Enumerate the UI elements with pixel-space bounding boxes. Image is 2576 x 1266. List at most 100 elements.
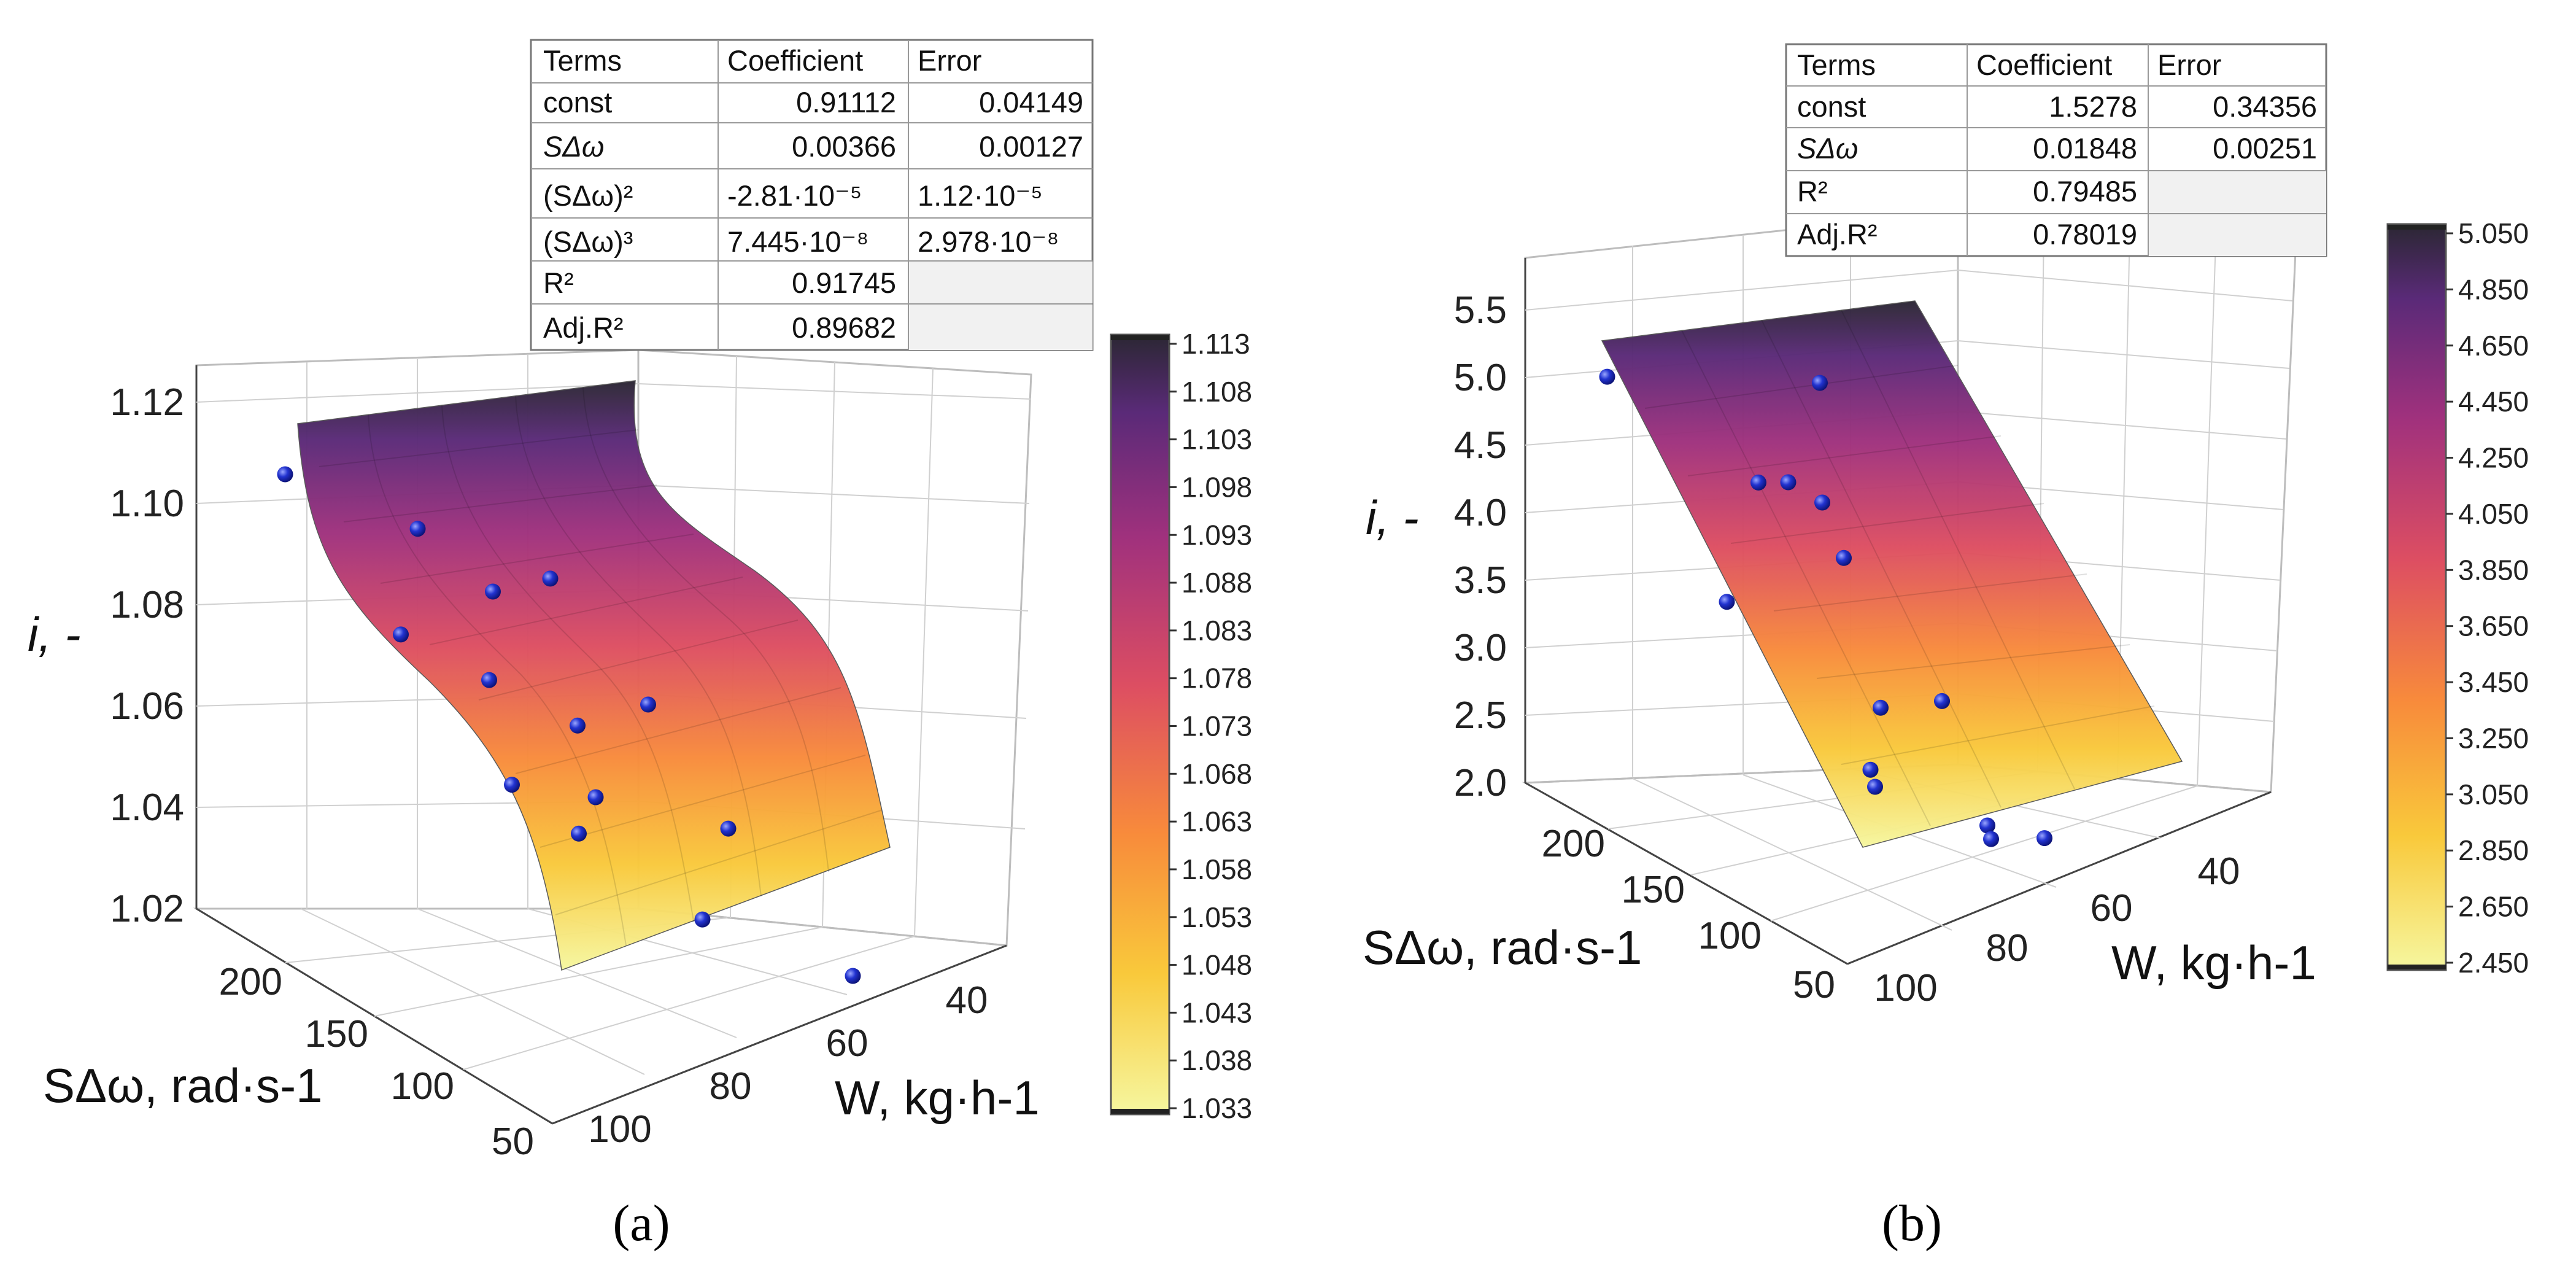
- colorbar-tick-label: 4.650: [2458, 330, 2529, 362]
- data-point: [1862, 761, 1879, 778]
- colorbar-tick-label: 1.113: [1182, 328, 1250, 360]
- colorbar-tick-label: 1.063: [1182, 806, 1252, 837]
- panel-a: 1.02 1.04 1.06 1.08 1.10 1.12 i, - 200 1…: [28, 39, 1252, 1252]
- table-cell: R²: [1797, 175, 1828, 208]
- colorbar-tick-label: 1.098: [1182, 471, 1252, 503]
- table-cell: const: [543, 86, 612, 118]
- x-tick-label: 100: [1698, 915, 1762, 957]
- table-cell: 0.01848: [2033, 132, 2137, 165]
- data-point: [1719, 594, 1735, 610]
- data-point: [485, 583, 501, 600]
- colorbar-tick-label: 4.450: [2458, 386, 2529, 417]
- table-cell: SΔω: [1797, 132, 1859, 165]
- y-tick-label: 100: [588, 1108, 651, 1151]
- table-cell: 7.445·10⁻⁸: [727, 225, 868, 258]
- plot-box-a: [193, 349, 1032, 1125]
- fit-table-b: Terms Coefficient Error const 1.5278 0.3…: [1785, 43, 2327, 257]
- table-cell: 0.34356: [2213, 90, 2317, 123]
- colorbar-tick-label: 1.108: [1182, 376, 1252, 408]
- colorbar-tick-label: 2.850: [2458, 834, 2529, 866]
- table-header: Error: [918, 44, 981, 77]
- surface-mesh-a: [319, 386, 881, 946]
- z-tick-label: 1.04: [110, 786, 184, 829]
- x-axis-label: SΔω, rad·s-1: [1363, 920, 1642, 974]
- fitted-surface-a: [297, 380, 891, 971]
- z-tick-label: 1.10: [110, 483, 184, 525]
- x-tick-label: 150: [305, 1013, 368, 1055]
- x-axis-b: 200 150 100 50 SΔω, rad·s-1: [1363, 823, 1835, 1006]
- colorbar-tick-label: 1.068: [1182, 758, 1252, 790]
- data-point: [570, 717, 586, 734]
- panel-caption-b: (b): [1882, 1195, 1942, 1252]
- table-header: Terms: [1797, 49, 1876, 81]
- table-cell: 0.00366: [792, 130, 896, 163]
- table-header: Coefficient: [1976, 49, 2112, 81]
- table-cell: 0.00127: [979, 130, 1083, 163]
- colorbar-tick-label: 5.050: [2458, 217, 2529, 249]
- x-tick-label: 50: [492, 1120, 534, 1163]
- colorbar-tick-label: 3.650: [2458, 610, 2529, 642]
- colorbar-tick-label: 2.650: [2458, 891, 2529, 923]
- table-cell: 0.00251: [2213, 132, 2317, 165]
- colorbar-tick-label: 4.050: [2458, 498, 2529, 530]
- x-tick-label: 100: [391, 1065, 454, 1108]
- colorbar-tick-label: 1.078: [1182, 662, 1252, 694]
- table-cell: SΔω: [543, 130, 605, 163]
- colorbar-tick-label: 1.043: [1182, 996, 1252, 1028]
- z-axis-a: 1.02 1.04 1.06 1.08 1.10 1.12 i, -: [28, 381, 184, 930]
- y-axis-label: W, kg·h-1: [2111, 936, 2316, 990]
- table-cell: (SΔω)³: [543, 225, 633, 258]
- table-cell: Adj.R²: [1797, 218, 1878, 250]
- y-axis-label: W, kg·h-1: [835, 1071, 1040, 1125]
- table-header: Error: [2157, 49, 2221, 81]
- data-point: [1979, 817, 1995, 834]
- data-point: [1599, 368, 1615, 385]
- table-cell: 0.91745: [792, 266, 896, 299]
- data-point: [640, 696, 656, 713]
- colorbar-tick-label: 3.050: [2458, 779, 2529, 810]
- data-point: [1750, 474, 1766, 491]
- data-point: [587, 789, 604, 806]
- x-tick-label: 150: [1622, 869, 1685, 911]
- table-cell: 0.89682: [792, 311, 896, 344]
- x-tick-label: 200: [1542, 823, 1605, 865]
- z-tick-label: 2.0: [1454, 762, 1507, 804]
- z-tick-label: 1.02: [110, 888, 184, 930]
- colorbar-tick-label: 2.450: [2458, 947, 2529, 979]
- colorbar-tick-label: 4.250: [2458, 442, 2529, 474]
- data-point: [1983, 831, 1999, 847]
- data-point: [1873, 699, 1889, 716]
- colorbar-tick-label: 1.088: [1182, 567, 1252, 599]
- y-tick-label: 40: [946, 979, 988, 1022]
- y-tick-label: 60: [826, 1022, 868, 1065]
- table-cell: 0.04149: [979, 86, 1083, 118]
- z-tick-label: 1.06: [110, 685, 184, 728]
- data-point: [1812, 375, 1828, 391]
- data-point: [845, 968, 861, 984]
- table-cell: Adj.R²: [543, 311, 624, 344]
- colorbar-tick-label: 1.083: [1182, 615, 1252, 647]
- data-point: [720, 820, 737, 837]
- table-cell: -2.81·10⁻⁵: [727, 179, 862, 212]
- fit-table-a: Terms Coefficient Error const 0.91112 0.…: [530, 39, 1094, 351]
- z-tick-label: 4.5: [1454, 424, 1507, 467]
- z-tick-label: 5.5: [1454, 289, 1507, 332]
- z-axis-b: 2.0 2.5 3.0 3.5 4.0 4.5 5.0 5.5 i, -: [1366, 289, 1507, 804]
- data-point: [277, 466, 293, 483]
- colorbar-tick-label: 1.053: [1182, 901, 1252, 933]
- table-cell: 0.79485: [2033, 175, 2137, 208]
- panel-b: 2.0 2.5 3.0 3.5 4.0 4.5 5.0 5.5 i, - 200…: [1363, 43, 2529, 1252]
- z-tick-label: 5.0: [1454, 357, 1507, 399]
- y-tick-label: 60: [2091, 887, 2133, 930]
- colorbar-tick-label: 1.073: [1182, 710, 1252, 742]
- table-header: Terms: [543, 44, 622, 77]
- y-tick-label: 40: [2198, 850, 2240, 893]
- data-point: [504, 777, 520, 793]
- colorbar-tick-label: 1.033: [1182, 1092, 1252, 1124]
- y-axis-b: 100 80 60 40 W, kg·h-1: [1874, 850, 2316, 1009]
- colorbar-tick-label: 3.850: [2458, 554, 2529, 586]
- colorbar-tick-label: 4.850: [2458, 273, 2529, 305]
- data-point: [409, 521, 426, 537]
- colorbar-tick-label: 1.058: [1182, 853, 1252, 885]
